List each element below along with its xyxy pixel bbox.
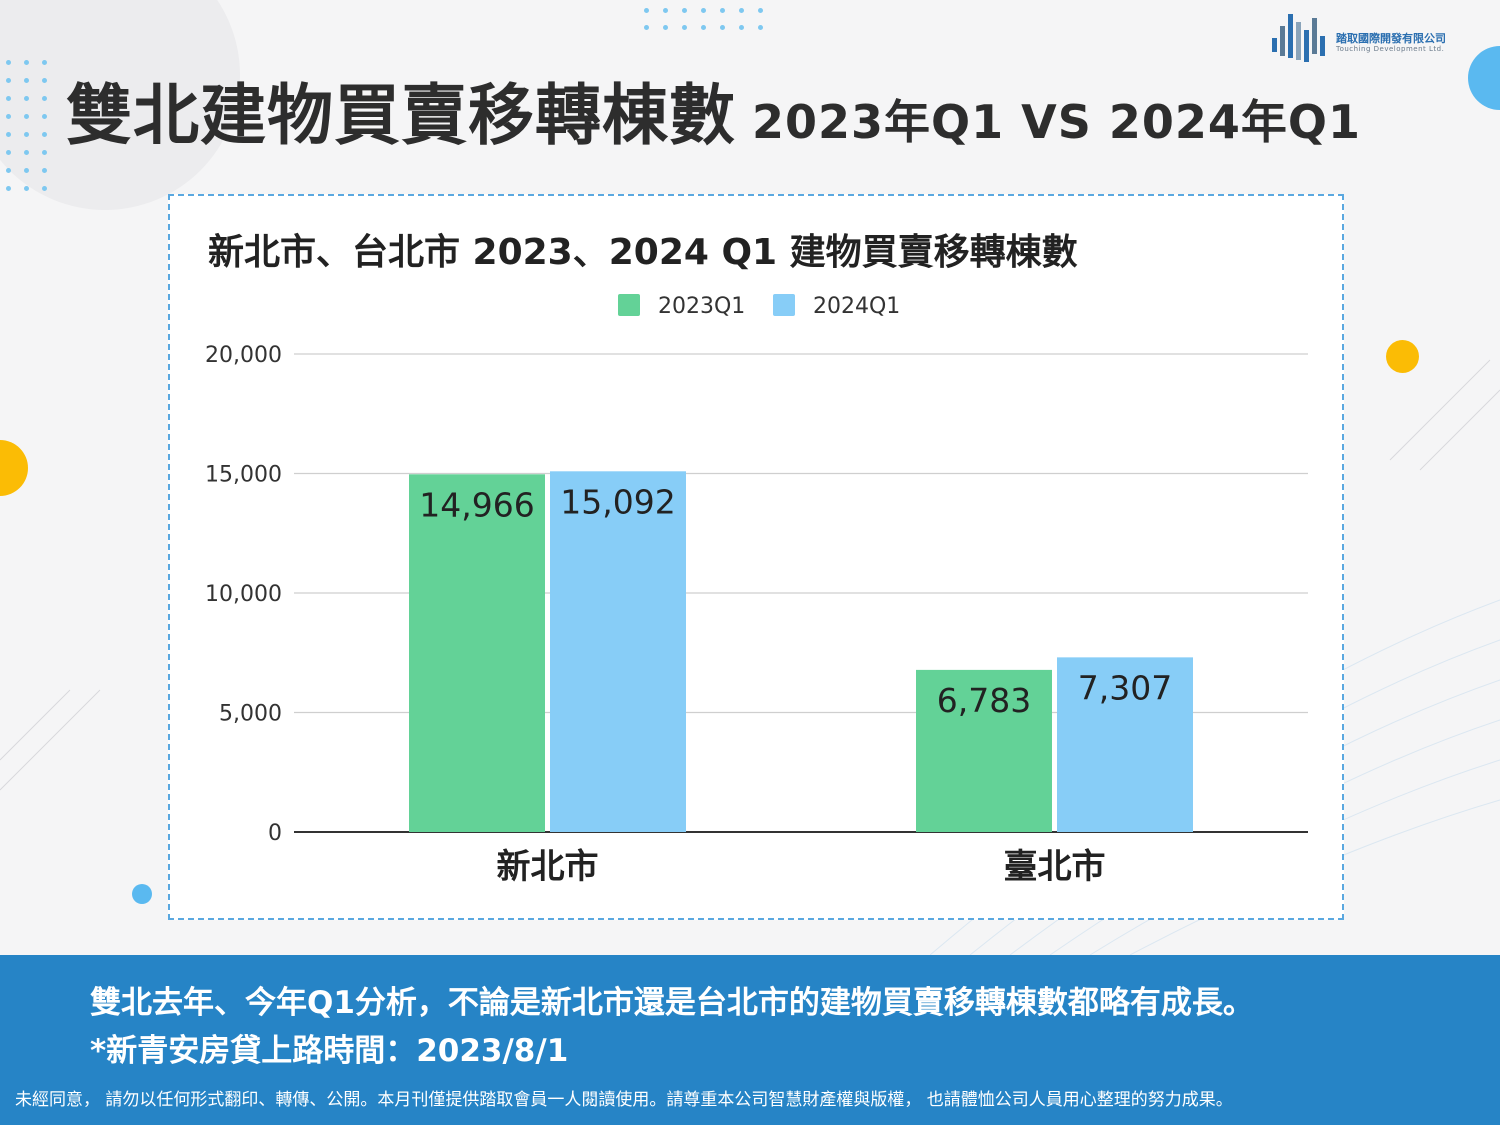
copyright-disclaimer: 未經同意， 請勿以任何形式翻印、轉傳、公開。本月刊僅提供踏取會員一人閱讀使用。請…: [15, 1090, 1233, 1110]
page-title: 雙北建物買賣移轉棟數 2023年Q1 VS 2024年Q1: [66, 62, 1361, 158]
bar-value-label-2024Q1-0: 15,092: [560, 482, 675, 521]
footer-banner: 雙北去年、今年Q1分析，不論是新北市還是台北市的建物買賣移轉棟數都略有成長。 *…: [0, 955, 1500, 1125]
y-tick-label-0: 0: [268, 821, 282, 846]
bar-2024Q1-0: [550, 471, 686, 832]
decor-dots-left: [6, 60, 47, 191]
logo-company-name: 踏取國際開發有限公司: [1336, 32, 1446, 45]
page-title-main: 雙北建物買賣移轉棟數: [66, 77, 736, 154]
legend-swatch-1: [773, 294, 795, 316]
page-subtitle: 2023年Q1 VS 2024年Q1: [752, 95, 1362, 149]
legend-label-1: 2024Q1: [813, 294, 900, 319]
x-category-label-0: 新北市: [497, 847, 599, 887]
decor-dot-blue-left: [132, 884, 152, 904]
bar-value-label-2024Q1-1: 7,307: [1078, 668, 1172, 707]
chart-title: 新北市、台北市 2023、2024 Q1 建物買賣移轉棟數: [208, 232, 1078, 273]
policy-note: *新青安房貸上路時間：2023/8/1: [90, 1033, 569, 1069]
y-tick-label-3: 15,000: [205, 463, 282, 488]
decor-lines-right: [1389, 359, 1500, 471]
decor-dot-orange-left: [0, 440, 28, 496]
chart-container: 新北市、台北市 2023、2024 Q1 建物買賣移轉棟數 2023Q1 2024Q…: [168, 194, 1344, 920]
decor-dot-orange-right: [1386, 340, 1419, 373]
bar-value-label-2023Q1-0: 14,966: [419, 485, 534, 524]
decor-lines-left: [0, 689, 101, 791]
bar-2023Q1-1: [916, 669, 1052, 832]
y-tick-label-4: 20,000: [205, 343, 282, 368]
x-category-label-1: 臺北市: [1004, 847, 1106, 887]
building-logo-icon: [1272, 14, 1325, 62]
legend-swatch-0: [618, 294, 640, 316]
bar-value-label-2023Q1-1: 6,783: [937, 681, 1031, 720]
legend-label-0: 2023Q1: [658, 294, 745, 319]
analysis-note: 雙北去年、今年Q1分析，不論是新北市還是台北市的建物買賣移轉棟數都略有成長。: [90, 985, 1254, 1021]
y-tick-label-1: 5,000: [219, 702, 282, 727]
y-tick-label-2: 10,000: [205, 582, 282, 607]
bar-chart: 新北市、台北市 2023、2024 Q1 建物買賣移轉棟數 2023Q1 2024Q…: [205, 232, 1308, 887]
bar-2023Q1-0: [409, 474, 545, 832]
bar-2024Q1-1: [1057, 657, 1193, 832]
decor-dots-top: [644, 8, 763, 30]
logo-company-name-en: Touching Development Ltd.: [1336, 45, 1445, 53]
decor-circle-blue-right: [1468, 46, 1500, 110]
company-logo: 踏取國際開發有限公司 Touching Development Ltd.: [1270, 8, 1470, 64]
